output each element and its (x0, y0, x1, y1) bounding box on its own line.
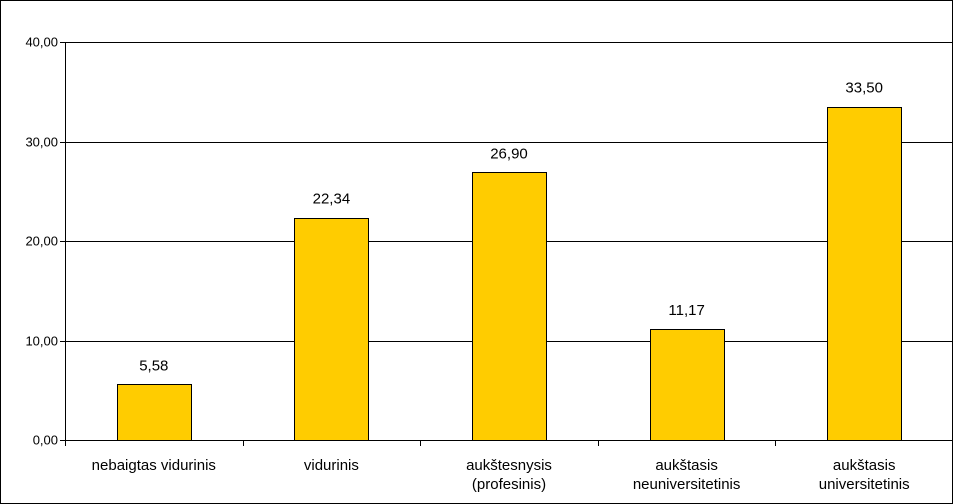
x-category-label: aukštasis (833, 457, 896, 474)
axes (60, 42, 953, 446)
x-category-label: neuniversitetinis (633, 476, 741, 493)
y-tick-label: 20,00 (25, 234, 58, 249)
y-tick-label: 0,00 (33, 433, 58, 448)
bar (472, 172, 547, 441)
bars (117, 107, 902, 441)
x-category-label: vidurinis (304, 457, 359, 474)
x-category-label: aukštasis (655, 457, 718, 474)
bar (827, 107, 902, 441)
y-tick-label: 30,00 (25, 135, 58, 150)
bar (294, 218, 369, 441)
x-category-label: (profesinis) (472, 476, 546, 493)
x-category-label: universitetinis (819, 476, 910, 493)
bar (650, 329, 725, 441)
data-label: 5,58 (139, 357, 168, 374)
data-label: 33,50 (845, 80, 883, 97)
y-tick-label: 10,00 (25, 334, 58, 349)
y-tick-label: 40,00 (25, 35, 58, 50)
data-label: 11,17 (668, 302, 704, 319)
data-label: 22,34 (313, 191, 351, 208)
labels: 0,00 10,00 20,00 30,00 40,00 5,58 nebaigtas vi… (25, 35, 909, 494)
bar (117, 384, 192, 441)
data-label: 26,90 (490, 145, 528, 162)
x-category-label: nebaigtas vidurinis (92, 457, 216, 474)
x-category-label: aukštesnysis (466, 457, 552, 474)
